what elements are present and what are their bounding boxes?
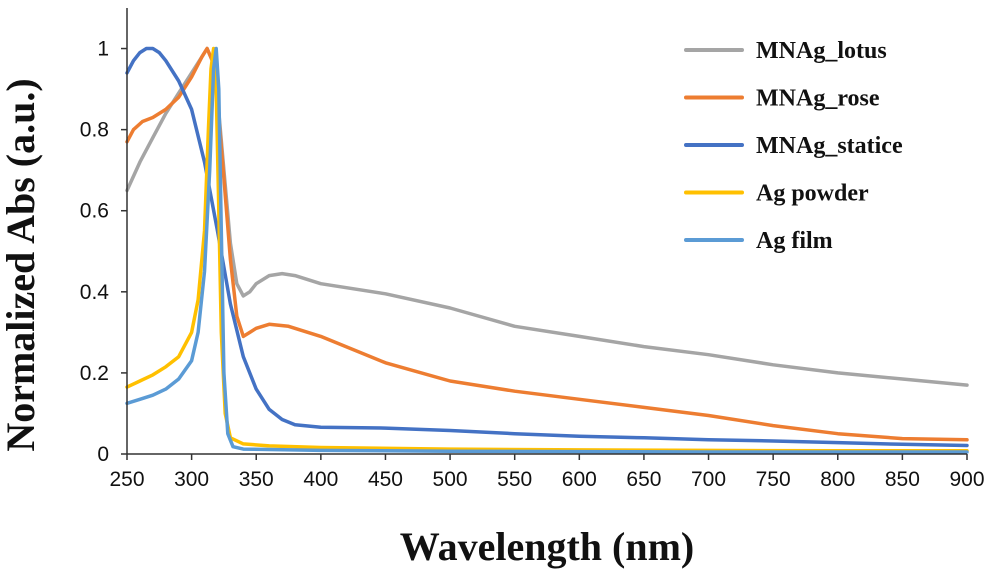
series-line-mnag-statice bbox=[125, 46, 969, 448]
axes-layer bbox=[126, 8, 967, 455]
x-tick-label: 600 bbox=[562, 468, 597, 491]
x-tick-label: 850 bbox=[885, 468, 920, 491]
x-tick-label: 450 bbox=[368, 468, 403, 491]
legend-label-mnag-rose: MNAg_rose bbox=[756, 86, 880, 112]
x-tick-label: 700 bbox=[691, 468, 726, 491]
series-line-ag-film bbox=[125, 46, 969, 454]
x-tick-label: 900 bbox=[949, 468, 984, 491]
series-line-mnag-lotus bbox=[125, 46, 969, 387]
x-tick-label: 500 bbox=[433, 468, 468, 491]
x-tick-label: 400 bbox=[303, 468, 338, 491]
series-layer bbox=[125, 46, 969, 454]
x-tick-label: 650 bbox=[626, 468, 661, 491]
series-line-mnag-rose bbox=[125, 46, 969, 442]
y-tick-label: 0.6 bbox=[80, 200, 109, 223]
x-tick-label: 300 bbox=[174, 468, 209, 491]
x-axis-title: Wavelength (nm) bbox=[400, 524, 694, 569]
x-tick-label: 750 bbox=[756, 468, 791, 491]
y-tick-label: 0 bbox=[97, 443, 109, 466]
y-tick-label: 0.2 bbox=[80, 362, 109, 385]
y-axis-title: Normalized Abs (a.u.) bbox=[0, 78, 43, 451]
legend-label-ag-powder: Ag powder bbox=[756, 181, 869, 207]
y-tick-label: 0.8 bbox=[80, 119, 109, 142]
x-tick-label: 250 bbox=[109, 468, 144, 491]
ticks-layer: 250 300 350 400 450 500 550 600 650 700 750 800 850 9… bbox=[80, 38, 985, 491]
y-tick-label: 0.4 bbox=[80, 281, 110, 304]
legend: MNAg_lotus MNAg_rose MNAg_statice Ag powder… bbox=[684, 38, 903, 254]
legend-label-mnag-statice: MNAg_statice bbox=[756, 133, 903, 159]
y-tick-label: 1 bbox=[97, 38, 109, 61]
series-line-ag-powder bbox=[125, 46, 969, 453]
x-tick-label: 350 bbox=[239, 468, 274, 491]
x-tick-label: 550 bbox=[497, 468, 532, 491]
legend-label-mnag-lotus: MNAg_lotus bbox=[756, 38, 887, 64]
legend-label-ag-film: Ag film bbox=[756, 228, 833, 254]
x-tick-label: 800 bbox=[820, 468, 855, 491]
